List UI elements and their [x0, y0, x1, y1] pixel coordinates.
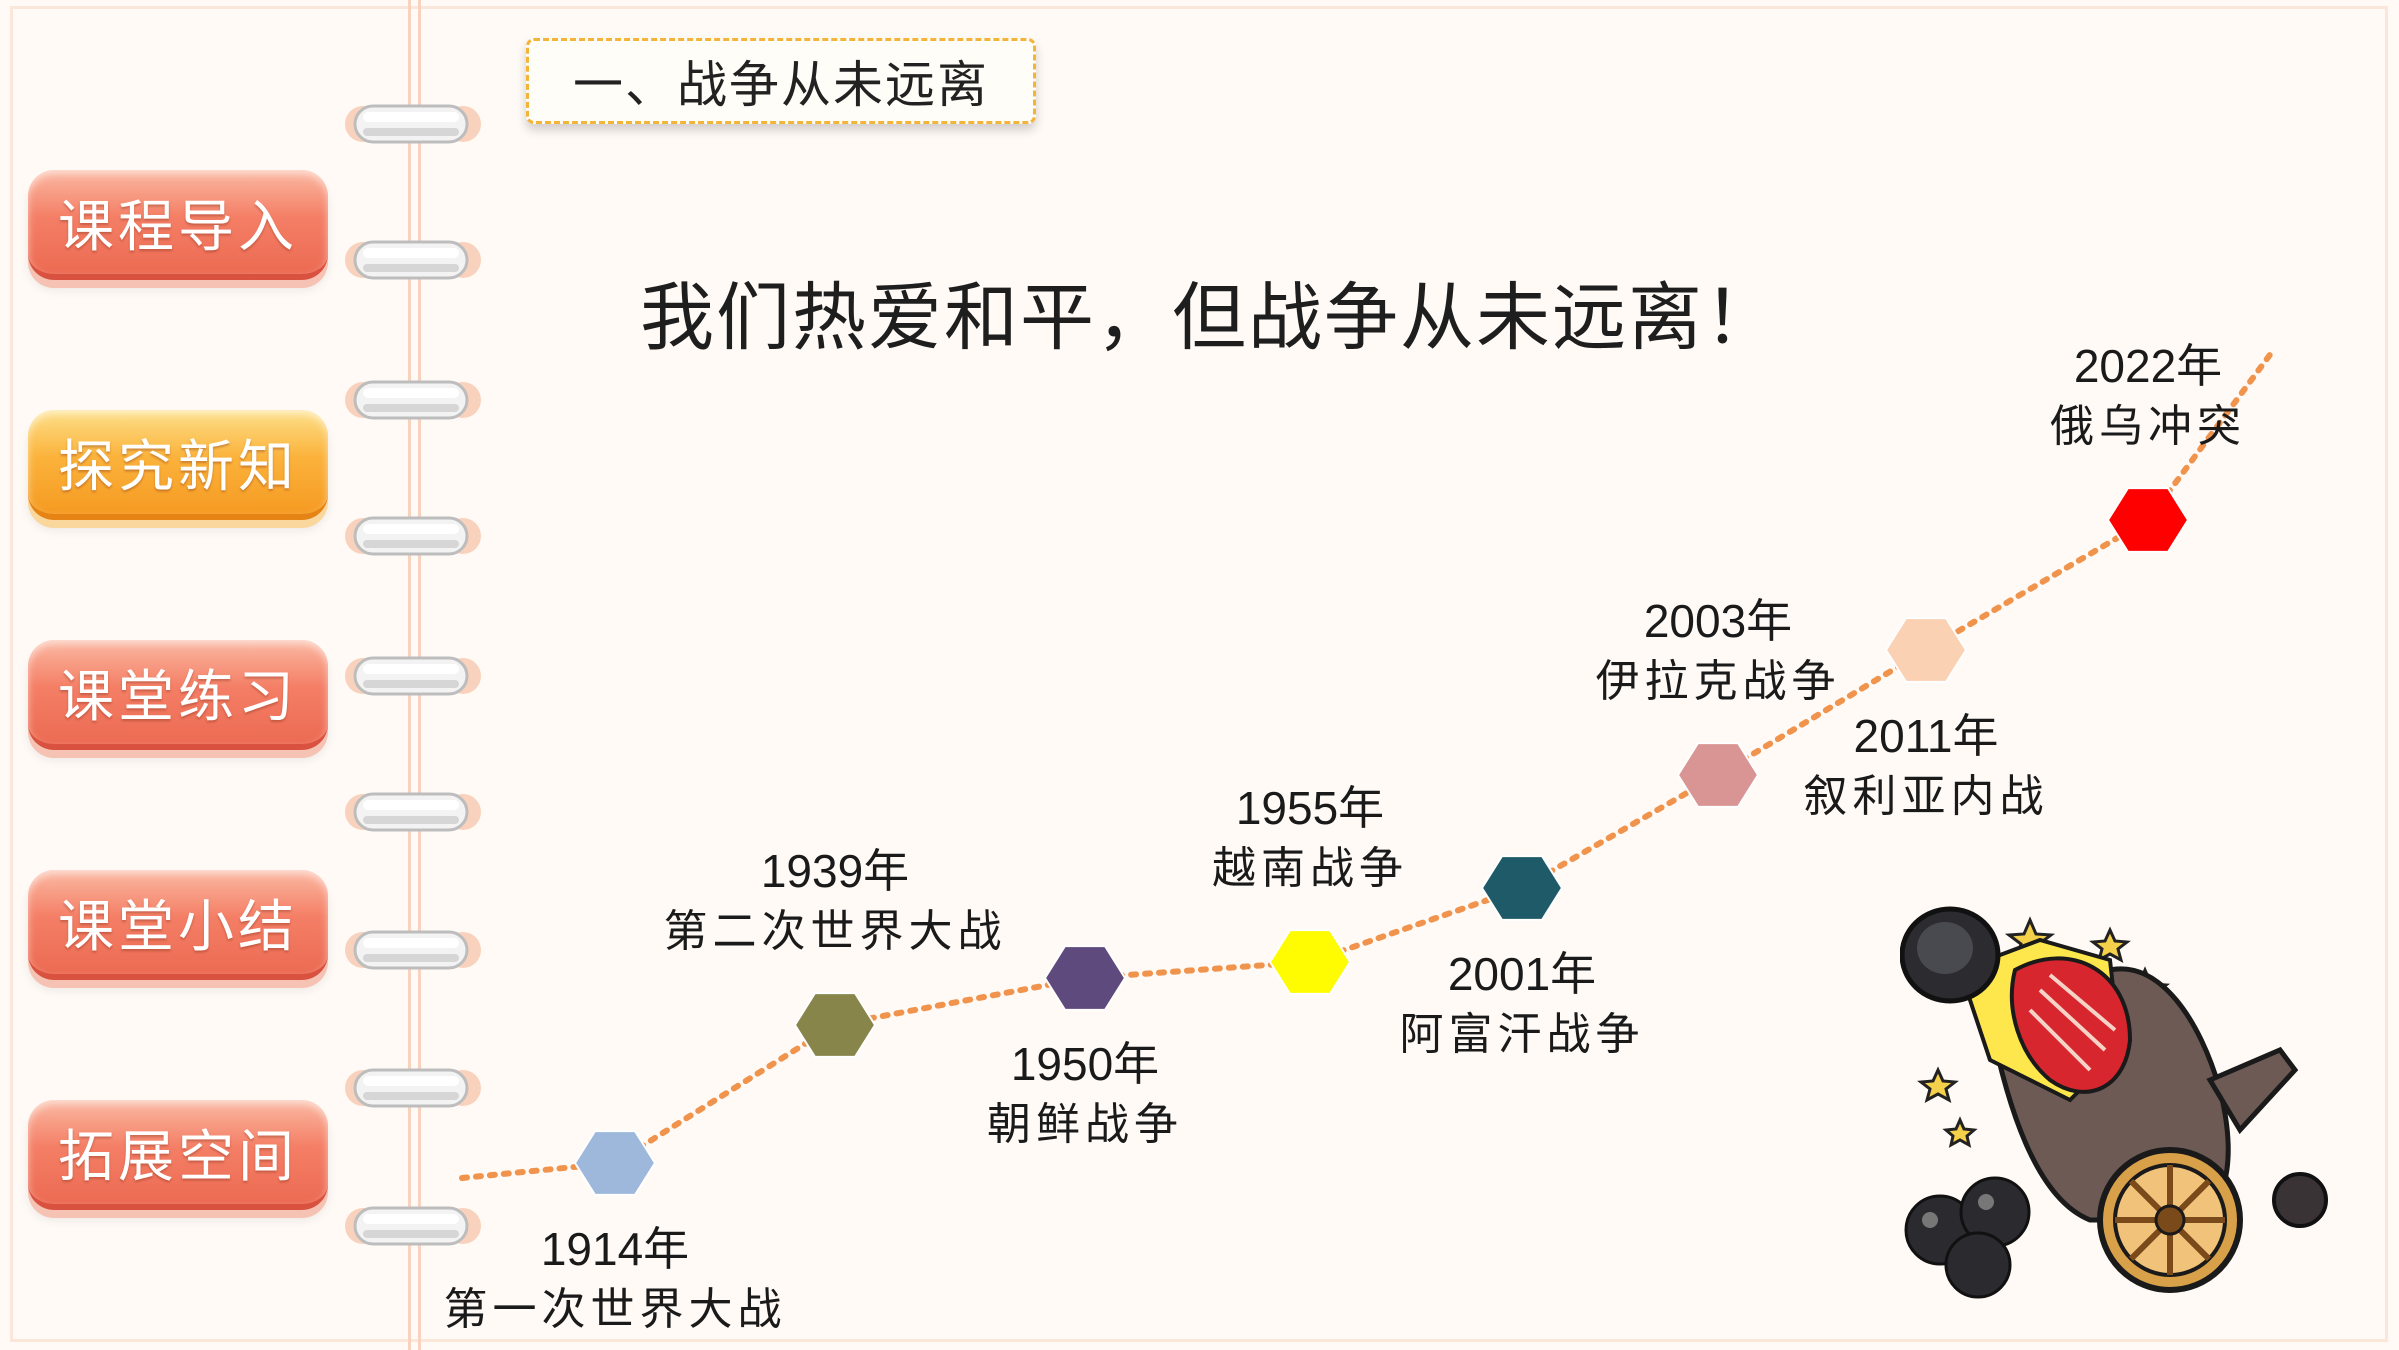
nav-extension-button[interactable]: 拓展空间 [28, 1100, 328, 1210]
timeline-path [459, 349, 2275, 1181]
timeline-year: 1939年 [760, 845, 910, 897]
timeline-event-name: 伊拉克战争 [1595, 656, 1841, 707]
binder-ring [345, 104, 481, 144]
timeline-year: 2003年 [1643, 595, 1793, 647]
timeline-event-name: 越南战争 [1212, 843, 1408, 894]
timeline-year: 1955年 [1235, 782, 1385, 834]
timeline-event-name: 俄乌冲突 [2050, 401, 2246, 452]
headline: 我们热爱和平，但战争从未远离！ [640, 275, 1780, 361]
timeline-year: 2001年 [1447, 948, 1597, 1000]
timeline-year: 2022年 [2073, 340, 2223, 392]
binder-ring [345, 240, 481, 280]
nav-course-intro-button[interactable]: 课程导入 [28, 170, 328, 280]
timeline-event-name: 阿富汗战争 [1399, 1009, 1645, 1060]
timeline-marker [2106, 487, 2190, 553]
binder-ring [345, 792, 481, 832]
timeline-marker [1884, 617, 1968, 683]
timeline-event-name: 第一次世界大战 [443, 1284, 787, 1335]
binder-ring [345, 930, 481, 970]
timeline-year: 1914年 [540, 1223, 690, 1275]
binder-ring [345, 1206, 481, 1246]
timeline-year: 2011年 [1853, 710, 1999, 762]
timeline-marker [573, 1130, 657, 1196]
nav-practice-button[interactable]: 课堂练习 [28, 640, 328, 750]
binder-ring [345, 1068, 481, 1108]
timeline-event-name: 第二次世界大战 [663, 906, 1007, 957]
binder-ring [345, 516, 481, 556]
cannon-icon [1900, 906, 2328, 1299]
binder-ring [345, 656, 481, 696]
timeline-marker [1480, 855, 1564, 921]
timeline-marker [793, 992, 877, 1058]
nav-summary-button[interactable]: 课堂小结 [28, 870, 328, 980]
section-title: 一、战争从未远离 [526, 38, 1036, 124]
timeline-event-name: 朝鲜战争 [987, 1099, 1183, 1150]
nav-explore-new-button[interactable]: 探究新知 [28, 410, 328, 520]
timeline-marker [1268, 929, 1352, 995]
timeline-marker [1676, 742, 1760, 808]
timeline-event-name: 叙利亚内战 [1803, 771, 2049, 822]
binder-ring [345, 380, 481, 420]
timeline-year: 1950年 [1010, 1038, 1160, 1090]
timeline-marker [1043, 945, 1127, 1011]
